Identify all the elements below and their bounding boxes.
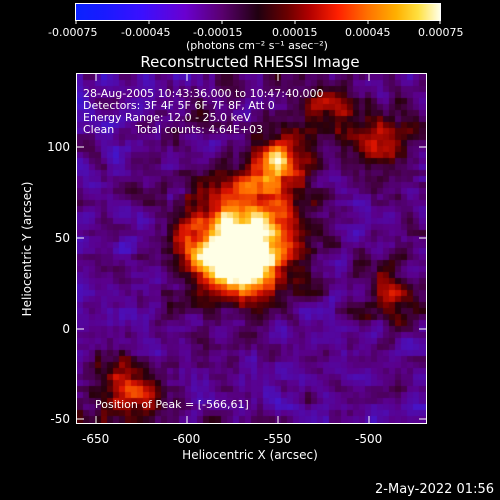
rhessi-image: [77, 74, 426, 423]
colorbar-tick-5: 0.00045: [345, 26, 391, 39]
x-tick-label: -500: [355, 432, 383, 446]
timestamp: 2-May-2022 01:56: [375, 482, 494, 497]
peak-position-label: Position of Peak = [-566,61]: [95, 398, 249, 411]
colorbar-tick-1: -0.00075: [48, 26, 98, 39]
y-axis-label: Heliocentric Y (arcsec): [20, 181, 34, 317]
colorbar-ticks: [75, 20, 441, 24]
colorbar-tick-2: -0.00045: [121, 26, 171, 39]
y-tick-label: 100: [47, 140, 70, 154]
y-tick-label: 0: [62, 322, 70, 336]
legend-detectors: Detectors: 3F 4F 5F 6F 7F 8F, Att 0: [83, 99, 275, 112]
x-tick-label: -650: [82, 432, 110, 446]
x-tick-label: -550: [264, 432, 292, 446]
legend-time-range: 28-Aug-2005 10:43:36.000 to 10:47:40.000: [83, 87, 324, 100]
plot-title: Reconstructed RHESSI Image: [140, 53, 360, 71]
x-axis-label: Heliocentric X (arcsec): [182, 448, 318, 462]
colorbar: [75, 3, 441, 21]
legend-energy-range: Energy Range: 12.0 - 25.0 keV: [83, 111, 251, 124]
colorbar-units: (photons cm⁻² s⁻¹ asec⁻²): [186, 39, 328, 52]
image-plot-area: 28-Aug-2005 10:43:36.000 to 10:47:40.000…: [76, 73, 427, 424]
colorbar-tick-3: -0.00015: [193, 26, 243, 39]
y-tick-label: -50: [50, 412, 70, 426]
y-tick-label: 50: [54, 231, 70, 245]
colorbar-tick-4: 0.00015: [272, 26, 318, 39]
colorbar-tick-6: 0.00075: [418, 26, 464, 39]
legend-method-counts: Clean Total counts: 4.64E+03: [83, 123, 264, 136]
x-tick-label: -600: [173, 432, 201, 446]
